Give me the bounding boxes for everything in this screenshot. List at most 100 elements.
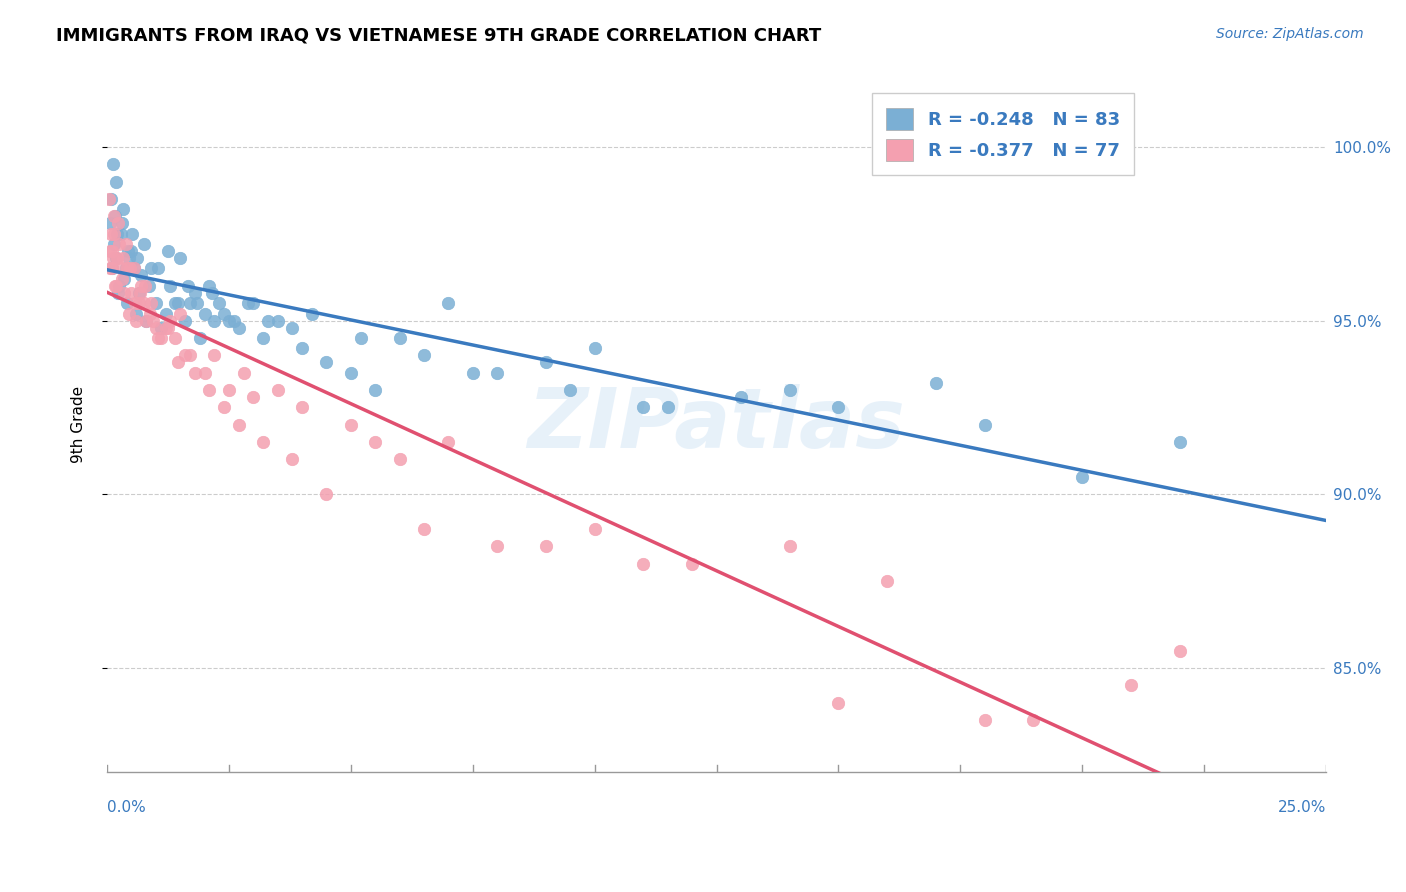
Point: [101, 261, 124, 276]
Point: [267, 313, 290, 327]
Point: [291, 401, 314, 415]
Point: [112, 285, 135, 300]
Point: [132, 237, 155, 252]
Point: [104, 210, 127, 224]
Point: [114, 261, 136, 276]
Point: [129, 285, 152, 300]
Point: [135, 313, 157, 327]
Point: [142, 313, 165, 327]
Point: [169, 251, 191, 265]
Point: [149, 320, 172, 334]
Point: [118, 307, 141, 321]
Point: [281, 320, 304, 334]
Point: [117, 244, 139, 259]
Point: [139, 261, 162, 276]
Point: [186, 296, 208, 310]
Point: [159, 278, 181, 293]
Point: [169, 307, 191, 321]
Point: [105, 175, 128, 189]
Point: [238, 296, 260, 310]
Point: [105, 227, 128, 241]
Point: [1168, 435, 1191, 450]
Point: [100, 227, 122, 241]
Point: [534, 355, 557, 369]
Point: [340, 366, 363, 380]
Point: [228, 417, 250, 432]
Point: [103, 227, 125, 241]
Point: [437, 296, 460, 310]
Point: [166, 355, 188, 369]
Point: [188, 331, 211, 345]
Point: [104, 278, 127, 293]
Point: [121, 227, 143, 241]
Y-axis label: 9th Grade: 9th Grade: [72, 386, 86, 463]
Point: [252, 331, 274, 345]
Point: [135, 313, 157, 327]
Point: [101, 251, 124, 265]
Point: [827, 696, 849, 710]
Point: [111, 216, 134, 230]
Point: [222, 313, 245, 327]
Point: [198, 383, 221, 397]
Point: [388, 452, 411, 467]
Point: [242, 390, 264, 404]
Point: [108, 237, 131, 252]
Point: [267, 383, 290, 397]
Point: [340, 417, 363, 432]
Point: [101, 261, 124, 276]
Point: [139, 296, 162, 310]
Point: [208, 296, 231, 310]
Point: [534, 539, 557, 553]
Point: [560, 383, 582, 397]
Point: [179, 296, 201, 310]
Point: [111, 202, 134, 217]
Point: [98, 261, 121, 276]
Point: [176, 278, 198, 293]
Point: [218, 383, 240, 397]
Point: [129, 268, 152, 283]
Point: [194, 307, 217, 321]
Legend: R = -0.248   N = 83, R = -0.377   N = 77: R = -0.248 N = 83, R = -0.377 N = 77: [872, 94, 1135, 176]
Point: [232, 366, 254, 380]
Text: ZIPatlas: ZIPatlas: [527, 384, 905, 466]
Point: [194, 366, 217, 380]
Point: [973, 417, 995, 432]
Point: [315, 487, 337, 501]
Point: [101, 244, 124, 259]
Point: [103, 237, 125, 252]
Point: [108, 278, 131, 293]
Point: [583, 522, 606, 536]
Point: [165, 296, 187, 310]
Point: [120, 285, 142, 300]
Point: [125, 313, 148, 327]
Point: [148, 261, 170, 276]
Point: [110, 227, 132, 241]
Point: [114, 237, 136, 252]
Point: [148, 331, 170, 345]
Point: [973, 713, 995, 727]
Point: [301, 307, 323, 321]
Point: [486, 539, 509, 553]
Point: [139, 307, 162, 321]
Point: [413, 348, 436, 362]
Point: [779, 383, 801, 397]
Point: [110, 261, 132, 276]
Point: [122, 261, 145, 276]
Point: [681, 557, 703, 571]
Point: [149, 331, 172, 345]
Point: [202, 348, 225, 362]
Point: [198, 278, 221, 293]
Point: [122, 261, 145, 276]
Point: [104, 251, 127, 265]
Point: [166, 296, 188, 310]
Point: [159, 313, 181, 327]
Point: [155, 307, 177, 321]
Point: [1168, 643, 1191, 657]
Point: [132, 296, 155, 310]
Point: [413, 522, 436, 536]
Point: [202, 313, 225, 327]
Point: [349, 331, 371, 345]
Point: [98, 244, 121, 259]
Point: [281, 452, 304, 467]
Point: [257, 313, 280, 327]
